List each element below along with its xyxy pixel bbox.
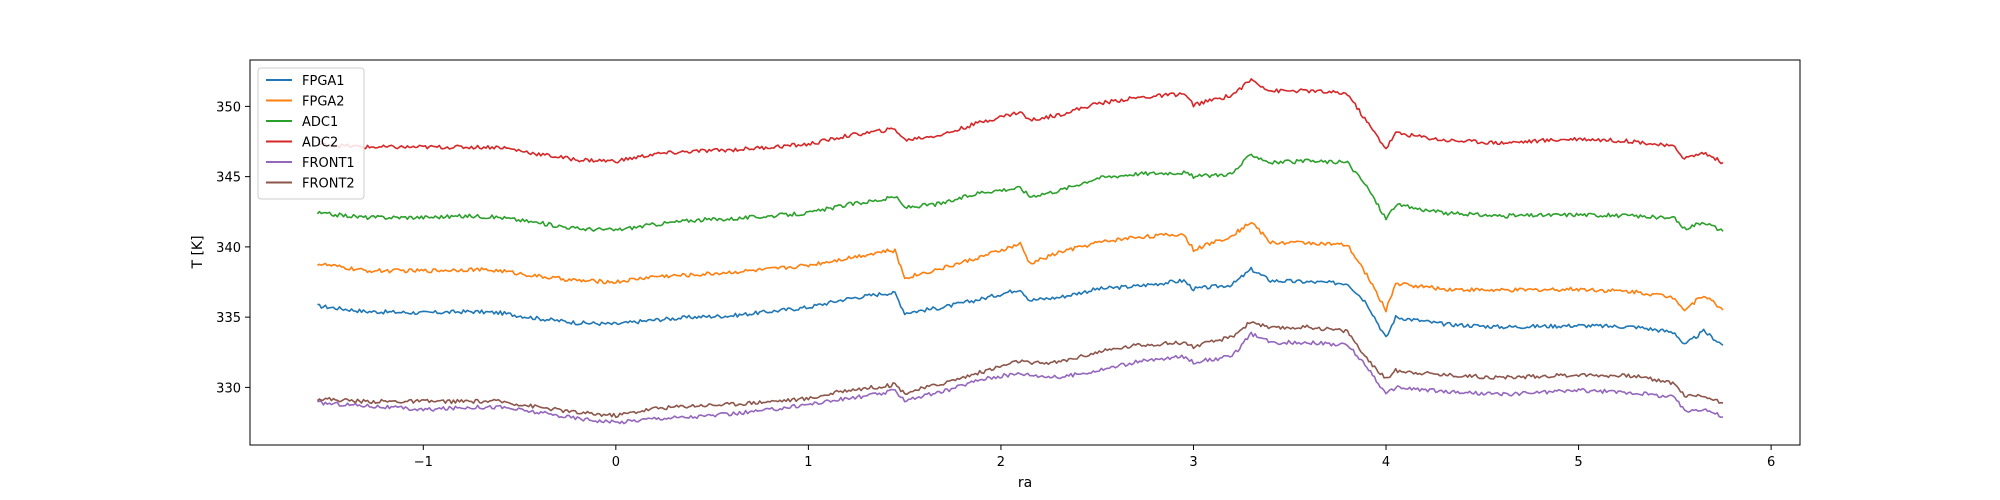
x-axis-label: ra bbox=[1018, 475, 1032, 491]
y-tick-label: 345 bbox=[216, 171, 241, 186]
legend: FPGA1 FPGA2 ADC1 ADC2 FRONT1 FRONT2 bbox=[257, 67, 365, 200]
x-tick-label: 0 bbox=[612, 455, 620, 470]
legend-entry-label: FRONT2 bbox=[302, 177, 355, 192]
series-line-fpga2 bbox=[317, 221, 1724, 313]
series-line-front1 bbox=[317, 331, 1724, 425]
legend-entry-label: ADC1 bbox=[302, 115, 338, 130]
x-tick-label: −1 bbox=[414, 455, 433, 470]
y-axis-label: T [K] bbox=[190, 235, 206, 269]
series-line-fpga1 bbox=[317, 266, 1724, 346]
axes-frame bbox=[249, 59, 1801, 446]
x-tick-label: 6 bbox=[1767, 455, 1775, 470]
y-tick-label: 335 bbox=[216, 311, 241, 326]
x-tick-label: 3 bbox=[1189, 455, 1197, 470]
legend-entry-label: ADC2 bbox=[302, 136, 338, 151]
y-tick-label: 350 bbox=[216, 100, 241, 115]
x-axis: −1 0 1 2 3 4 5 6 bbox=[414, 445, 1775, 470]
series-line-adc1 bbox=[316, 153, 1724, 232]
series-layer bbox=[316, 78, 1724, 425]
legend-entry-label: FPGA2 bbox=[302, 95, 345, 110]
series-line-adc2 bbox=[317, 78, 1724, 165]
x-tick-label: 4 bbox=[1382, 455, 1390, 470]
y-axis: 330 335 340 345 350 bbox=[216, 100, 250, 396]
x-tick-label: 5 bbox=[1574, 455, 1582, 470]
series-line-front2 bbox=[316, 321, 1724, 419]
x-tick-label: 2 bbox=[997, 455, 1005, 470]
y-tick-label: 330 bbox=[216, 381, 241, 396]
legend-entry-label: FPGA1 bbox=[302, 74, 345, 89]
y-tick-label: 340 bbox=[216, 241, 241, 256]
legend-entry-label: FRONT1 bbox=[302, 156, 355, 171]
x-tick-label: 1 bbox=[804, 455, 812, 470]
